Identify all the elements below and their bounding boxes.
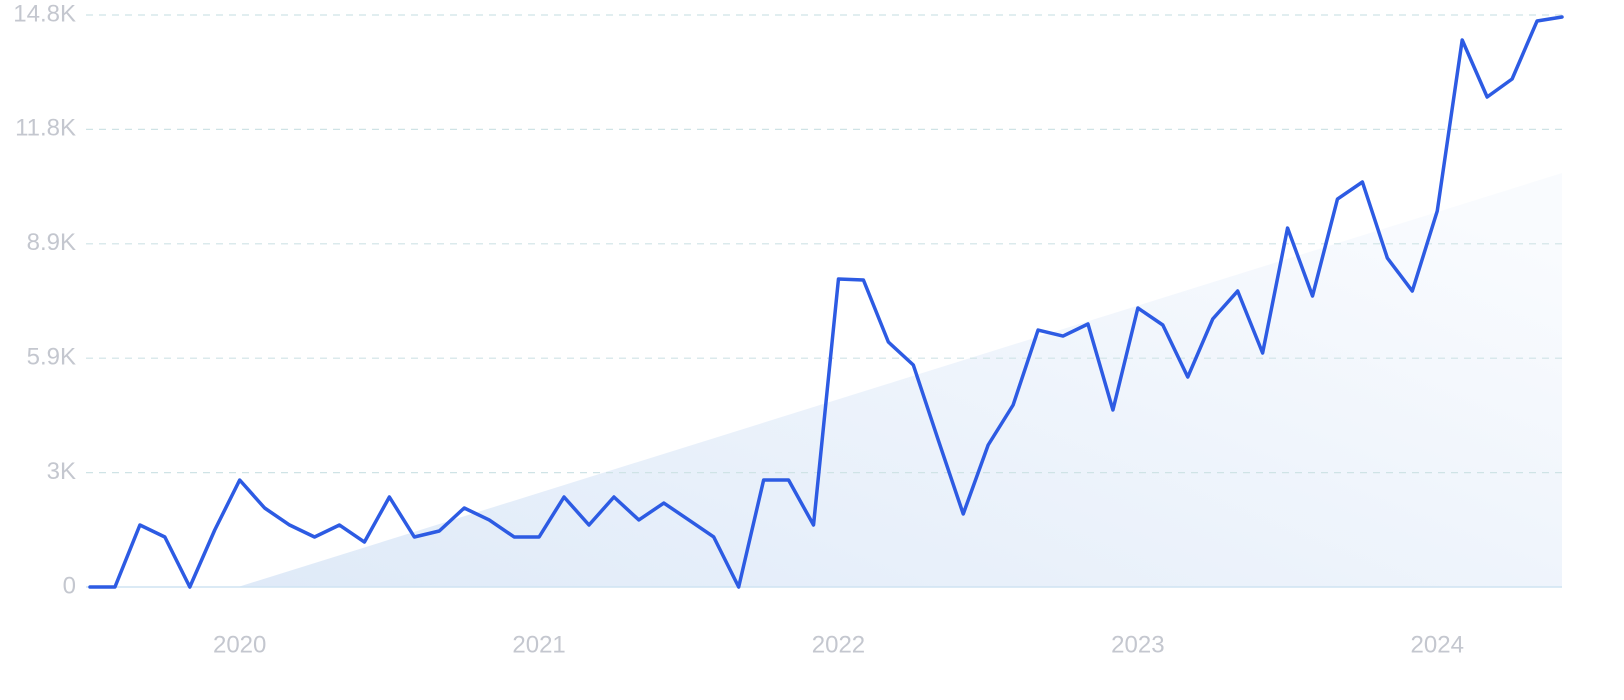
x-tick-label: 2024 (1411, 631, 1464, 658)
x-tick-label: 2022 (812, 631, 865, 658)
y-tick-label: 14.8K (13, 0, 76, 27)
y-tick-label: 3K (47, 458, 76, 485)
y-tick-label: 0 (63, 572, 76, 599)
y-tick-label: 5.9K (27, 344, 76, 371)
y-tick-label: 11.8K (15, 115, 76, 142)
x-tick-label: 2020 (213, 631, 266, 658)
trend-area (238, 173, 1562, 587)
y-tick-label: 8.9K (27, 229, 76, 256)
trend-line (88, 15, 1564, 589)
x-tick-label: 2023 (1111, 631, 1164, 658)
x-tick-label: 2021 (512, 631, 565, 658)
